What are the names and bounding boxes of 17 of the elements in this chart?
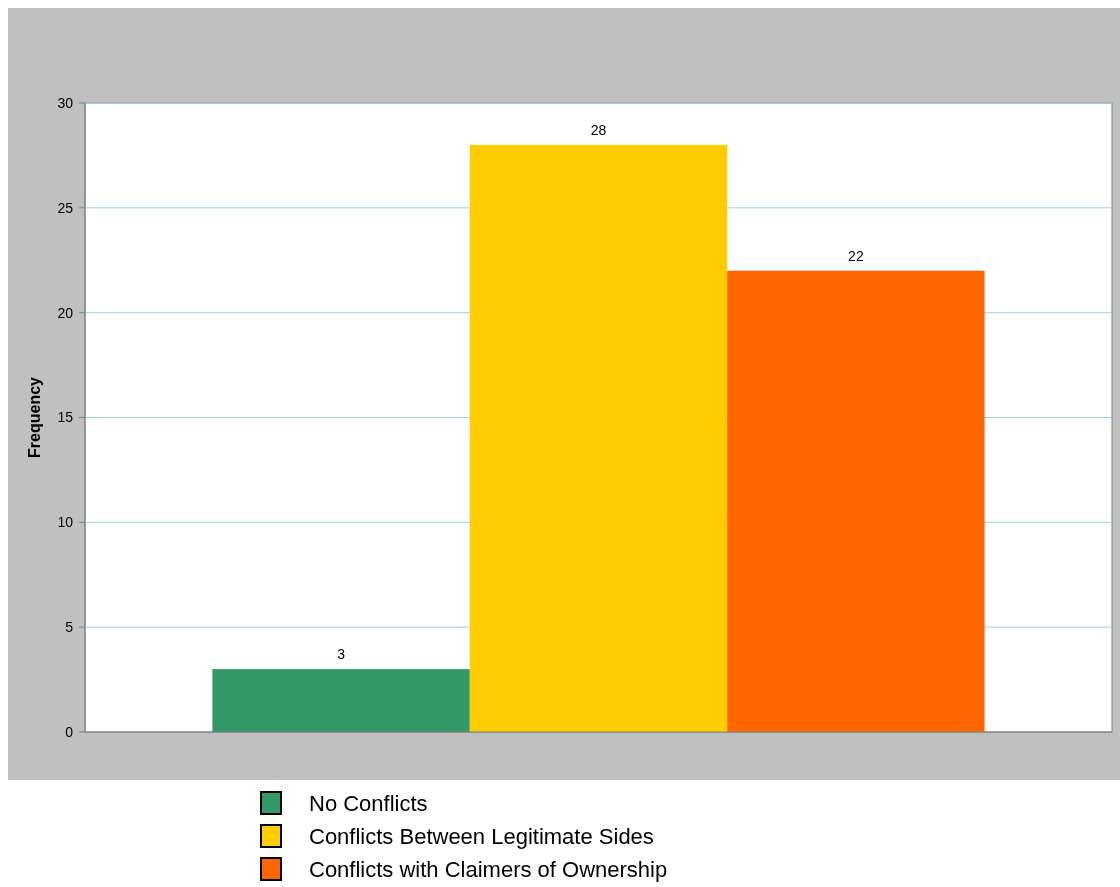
bar xyxy=(727,270,985,732)
legend-label: No Conflicts xyxy=(309,790,428,816)
y-tick-label: 20 xyxy=(57,304,74,321)
data-label: 22 xyxy=(848,247,864,264)
y-tick-label: 25 xyxy=(57,199,74,216)
data-label: 3 xyxy=(337,646,346,663)
y-tick-label: 5 xyxy=(65,619,74,636)
y-tick-label: 15 xyxy=(57,409,74,426)
y-tick-label: 30 xyxy=(57,94,74,111)
y-tick-label: 10 xyxy=(57,514,74,531)
legend-label: Conflicts with Claimers of Ownership xyxy=(309,856,668,882)
bar xyxy=(469,144,728,732)
y-axis-title: Frequency xyxy=(26,376,43,458)
y-tick-label: 0 xyxy=(65,723,74,740)
bar xyxy=(212,669,470,732)
data-label: 28 xyxy=(590,121,607,138)
legend-label: Conflicts Between Legitimate Sides xyxy=(309,823,654,849)
